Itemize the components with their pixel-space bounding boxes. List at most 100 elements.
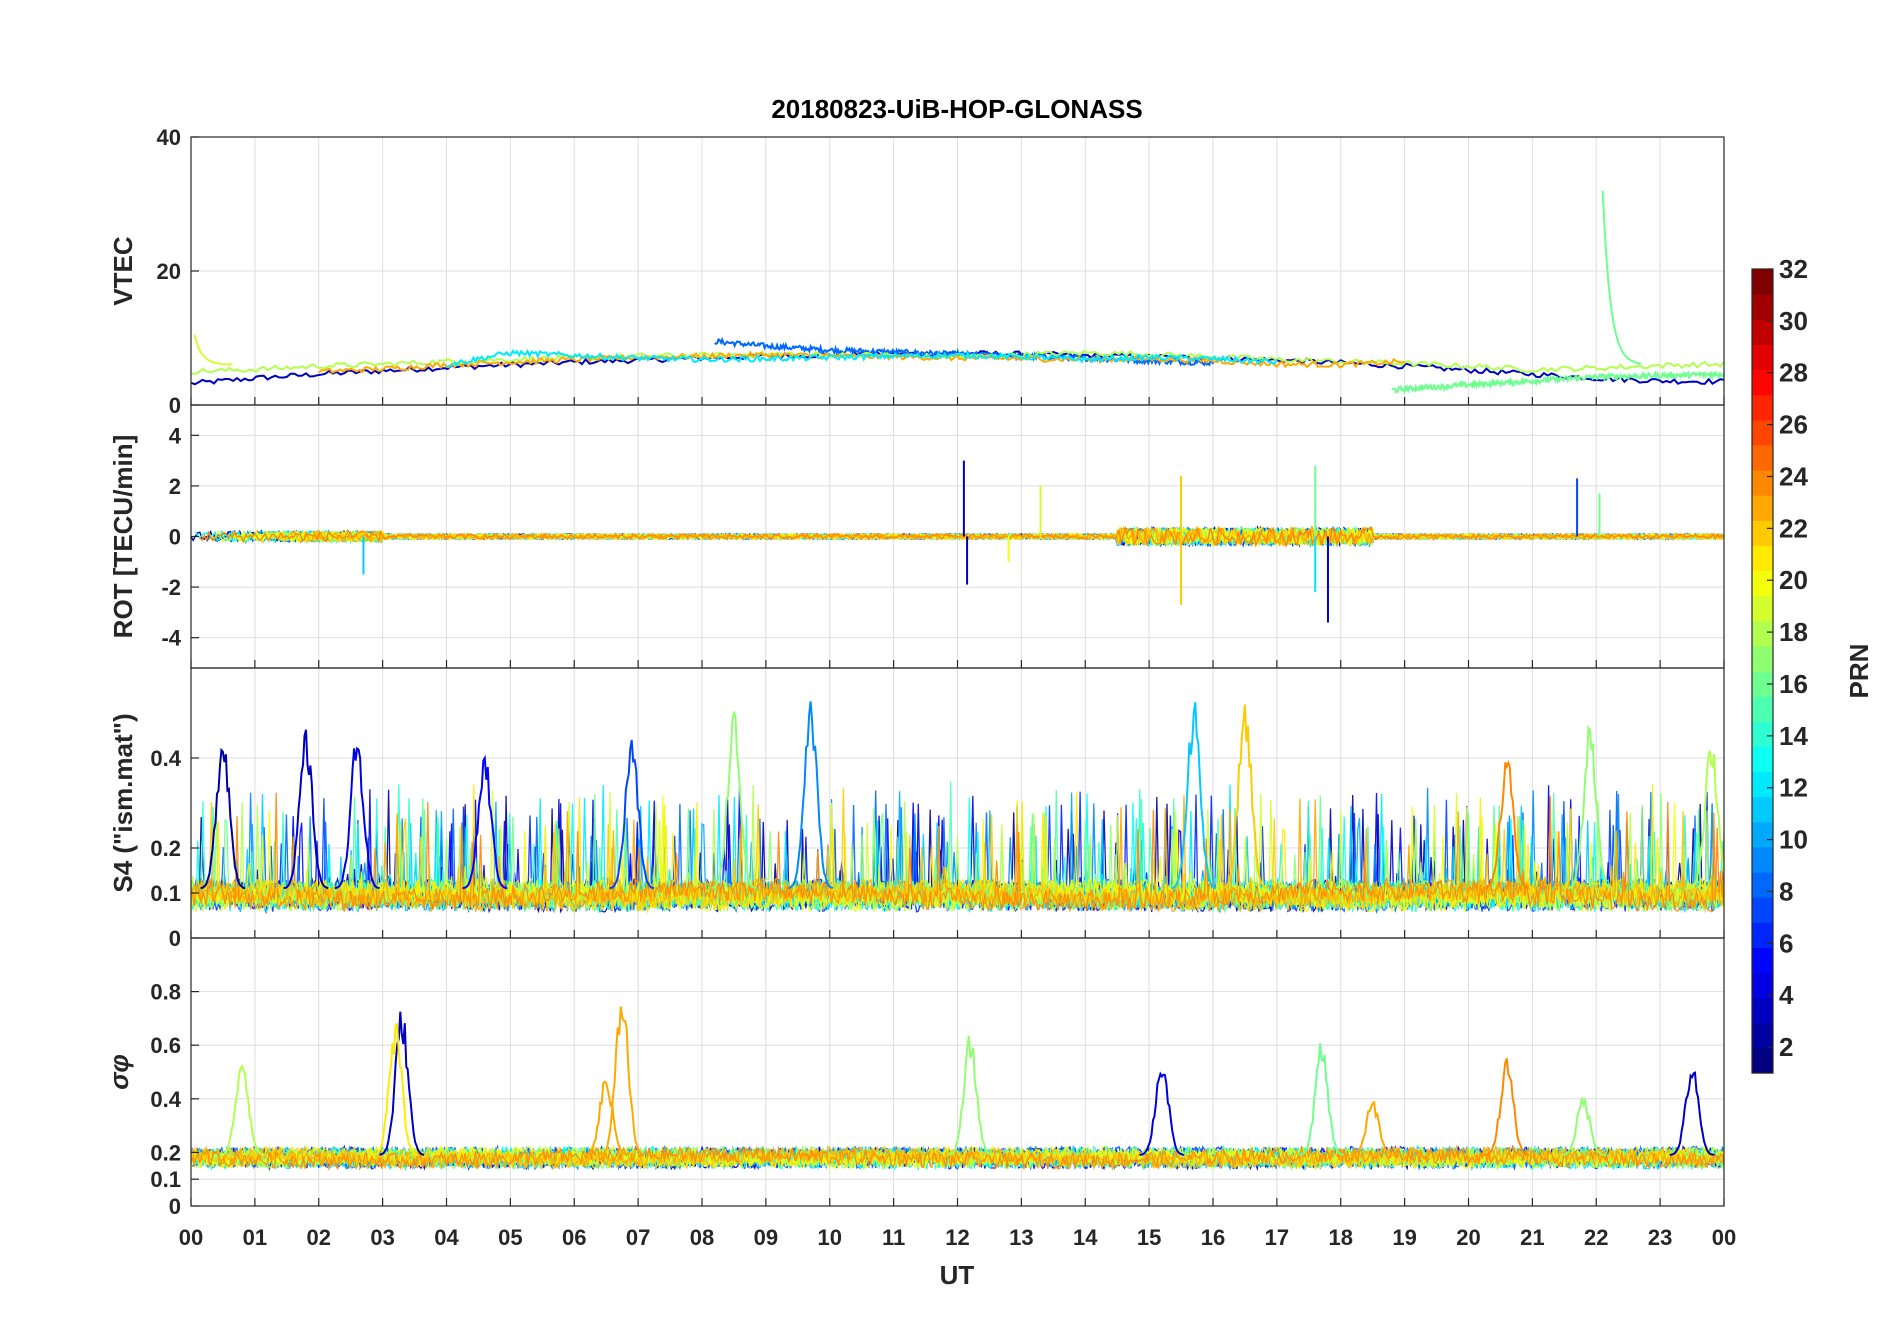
sigma_phi-peak-line — [1560, 1096, 1606, 1156]
x-tick-label: 03 — [370, 1225, 394, 1250]
y-tick-label: 0.4 — [150, 1087, 181, 1112]
colorbar-segment — [1752, 470, 1773, 496]
s4-peak-line — [1688, 750, 1724, 890]
vtec-ylabel: VTEC — [108, 236, 138, 306]
colorbar-segment — [1752, 269, 1773, 295]
vtec-series-line — [1391, 369, 1724, 395]
vtec-ticks: 0 20 40 — [157, 125, 1725, 418]
sigma_phi-peak-line — [372, 1022, 418, 1156]
x-tick-label: 06 — [562, 1225, 586, 1250]
colorbar-tick-label: 28 — [1779, 358, 1808, 388]
colorbar-tick-label: 4 — [1779, 980, 1794, 1010]
x-tick-label: 05 — [498, 1225, 522, 1250]
sigma_phi-peak-line — [1350, 1100, 1396, 1156]
s4-peak-line — [283, 729, 329, 890]
s4-peak-line — [334, 746, 380, 890]
sigma-phi-ylabel: σφ — [104, 1054, 134, 1090]
colorbar-segment — [1752, 520, 1773, 546]
colorbar-segment — [1752, 972, 1773, 999]
x-tick-label: 02 — [307, 1225, 331, 1250]
sigma_phi-peak-line — [219, 1063, 265, 1156]
colorbar-segment — [1752, 595, 1773, 622]
x-tick-label: 07 — [626, 1225, 650, 1250]
x-tick-label: 17 — [1265, 1225, 1289, 1250]
x-tick-label: 04 — [434, 1225, 459, 1250]
colorbar-tick-label: 14 — [1779, 721, 1808, 751]
s4-ticks: 0 0.1 0.2 0.4 — [150, 746, 1725, 951]
sigma_phi-peak-line — [583, 1080, 629, 1156]
colorbar-segment — [1752, 897, 1773, 923]
s4-series-line — [191, 788, 1724, 914]
colorbar-tick-label: 30 — [1779, 306, 1808, 336]
y-tick-label: 4 — [169, 423, 182, 448]
y-tick-label: 0.8 — [150, 980, 181, 1005]
colorbar-tick-label: 8 — [1779, 876, 1793, 906]
y-tick-label: 0.2 — [150, 1140, 181, 1165]
colorbar-tick-label: 2 — [1779, 1032, 1793, 1062]
x-tick-labels: 00 01 02 03 04 05 06 07 08 09 10 11 12 13 14 15 16 17 18 19… — [179, 1225, 1736, 1250]
x-tick-label: 09 — [754, 1225, 778, 1250]
x-tick-label: 12 — [945, 1225, 969, 1250]
sigma_phi-peak-line — [599, 1006, 645, 1156]
s4-peak-line — [200, 747, 246, 890]
colorbar-segment — [1752, 746, 1773, 773]
sigma-phi-series — [191, 1006, 1724, 1172]
vtec-series-line — [446, 348, 1278, 368]
sigma_phi-peak-line — [947, 1035, 993, 1156]
sigma-phi-ticks: 00.10.2 0.4 0.6 0.8 — [150, 980, 1725, 1219]
s4-peak-line — [1567, 724, 1613, 890]
colorbar-tick-label: 20 — [1779, 565, 1808, 595]
s4-series — [191, 701, 1724, 915]
s4-series-line — [191, 795, 1724, 914]
y-tick-label: 0.1 — [150, 1167, 181, 1192]
colorbar-tick-label: 32 — [1779, 254, 1808, 284]
y-tick-label: -4 — [161, 626, 181, 651]
colorbar-tick-label: 10 — [1779, 825, 1808, 855]
panel-rot: -4 -2 0 2 4 ROT [TECU/min] — [108, 404, 1725, 669]
colorbar-segment — [1752, 620, 1773, 647]
x-tick-label: 20 — [1456, 1225, 1480, 1250]
sigma_phi-peak-line — [1299, 1043, 1345, 1156]
x-tick-label: 14 — [1073, 1225, 1098, 1250]
colorbar-segment — [1752, 1047, 1773, 1074]
x-tick-label: 11 — [882, 1225, 905, 1250]
colorbar-segment — [1752, 696, 1773, 722]
y-tick-label: 20 — [157, 259, 181, 284]
colorbar-segment — [1752, 846, 1773, 873]
x-tick-label: 10 — [818, 1225, 842, 1250]
colorbar-segment — [1752, 444, 1773, 471]
y-tick-label: 0.1 — [150, 881, 181, 906]
x-tick-label: 19 — [1392, 1225, 1416, 1250]
x-tick-label: 15 — [1137, 1225, 1161, 1250]
x-tick-label: 21 — [1520, 1225, 1544, 1250]
rot-ticks: -4 -2 0 2 4 — [161, 423, 1725, 668]
y-tick-label: 0 — [169, 393, 181, 418]
panel-sigma-phi: 00.10.2 0.4 0.6 0.8 σφ — [104, 937, 1725, 1219]
colorbar-segment — [1752, 369, 1773, 396]
colorbar-tick-label: 22 — [1779, 513, 1808, 543]
y-tick-label: 0 — [169, 926, 181, 951]
y-tick-label: -2 — [161, 575, 181, 600]
x-tick-label: 22 — [1584, 1225, 1608, 1250]
x-tick-label: 16 — [1201, 1225, 1225, 1250]
s4-peak-line — [711, 710, 757, 890]
y-tick-label: 0.6 — [150, 1033, 181, 1058]
rot-ylabel: ROT [TECU/min] — [108, 435, 138, 639]
colorbar-tick-label: 18 — [1779, 617, 1808, 647]
x-tick-label: 08 — [690, 1225, 714, 1250]
colorbar-segment — [1752, 645, 1773, 672]
colorbar-tick-label: 26 — [1779, 410, 1808, 440]
colorbar-tick-label: 24 — [1779, 461, 1808, 491]
colorbar-tick-label: 6 — [1779, 928, 1793, 958]
s4-peak-line — [462, 754, 508, 890]
x-tick-label: 01 — [243, 1225, 267, 1250]
rot-series — [191, 460, 1724, 623]
sigma_phi-series-line — [191, 1145, 1724, 1172]
colorbar-frame — [1751, 268, 1774, 1074]
colorbar-segment — [1752, 545, 1773, 572]
y-tick-label: 2 — [169, 474, 181, 499]
s4-series-line — [191, 792, 1724, 913]
